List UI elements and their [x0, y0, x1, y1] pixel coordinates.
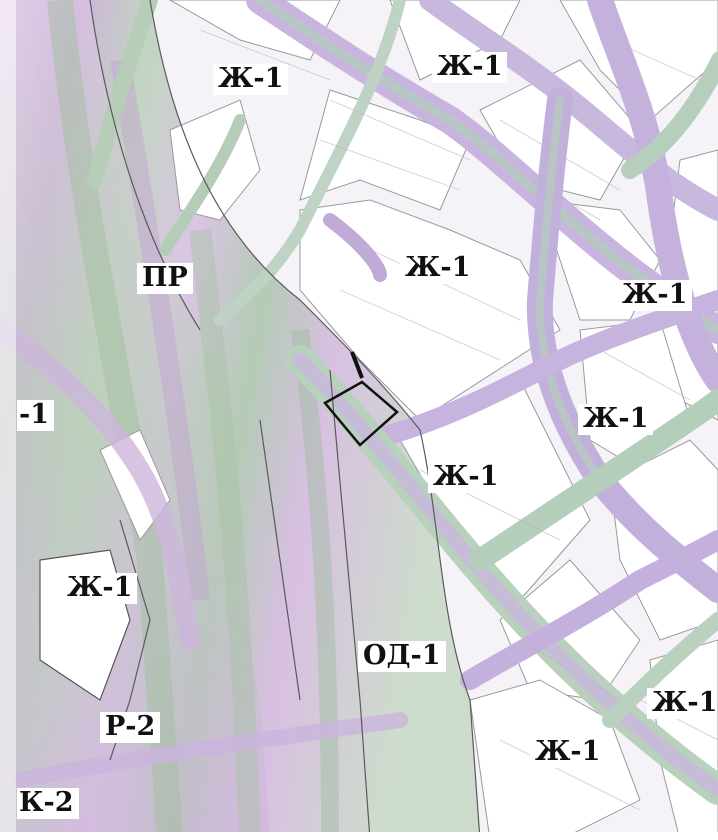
zone-label-zh1[interactable]: Ж-1 [400, 253, 476, 285]
zone-label-zh1[interactable]: Ж-1 [62, 573, 138, 605]
map-bottom-edge [0, 832, 718, 840]
zone-label-zh1[interactable]: Ж-1 [530, 737, 606, 769]
streets [0, 0, 718, 805]
cadastral-lines [199, 29, 718, 811]
zone-label-zh1[interactable]: Ж-1 [213, 64, 289, 96]
zone-label-zh1[interactable]: Ж-1 [432, 52, 508, 84]
zone-label-pr[interactable]: ПР [137, 263, 193, 295]
zone-label-cut[interactable]: -1 [17, 400, 54, 432]
zone-label-zh1[interactable]: Ж-1 [617, 280, 693, 312]
zone-label-zh1[interactable]: Ж-1 [578, 404, 654, 436]
zone-label-od1[interactable]: ОД-1 [358, 641, 446, 673]
zone-label-zh2[interactable]: К-2 [17, 788, 79, 820]
zone-label-r2[interactable]: Р-2 [100, 712, 161, 744]
target-parcel[interactable] [323, 351, 399, 447]
map-left-edge [0, 0, 16, 840]
zone-label-zh1[interactable]: Ж-1 [647, 688, 718, 720]
zone-label-zh1[interactable]: Ж-1 [428, 462, 504, 494]
residential-blocks [39, 0, 718, 840]
